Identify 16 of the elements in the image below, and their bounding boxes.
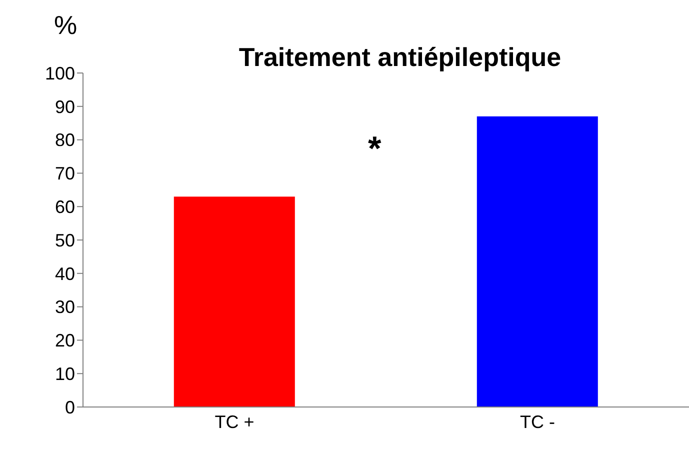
y-tick-label: 80 <box>54 130 75 150</box>
chart-title: Traitement antiépileptique <box>238 42 562 73</box>
y-tick-label: 100 <box>44 63 75 84</box>
y-tick-label: 0 <box>64 397 75 418</box>
annotation: * <box>368 130 382 169</box>
y-axis-title: % <box>54 10 78 41</box>
x-tick-label: TC + <box>214 412 254 432</box>
y-tick-label: 40 <box>54 264 75 284</box>
y-tick-label: 70 <box>54 164 75 184</box>
y-tick-label: 60 <box>54 196 75 217</box>
y-tick-label: 50 <box>54 230 75 250</box>
y-tick-label: 20 <box>54 330 75 351</box>
y-tick-label: 90 <box>54 96 75 117</box>
y-tick-label: 10 <box>54 364 75 384</box>
x-tick-label: TC - <box>520 412 555 432</box>
y-tick-label: 30 <box>54 297 75 318</box>
